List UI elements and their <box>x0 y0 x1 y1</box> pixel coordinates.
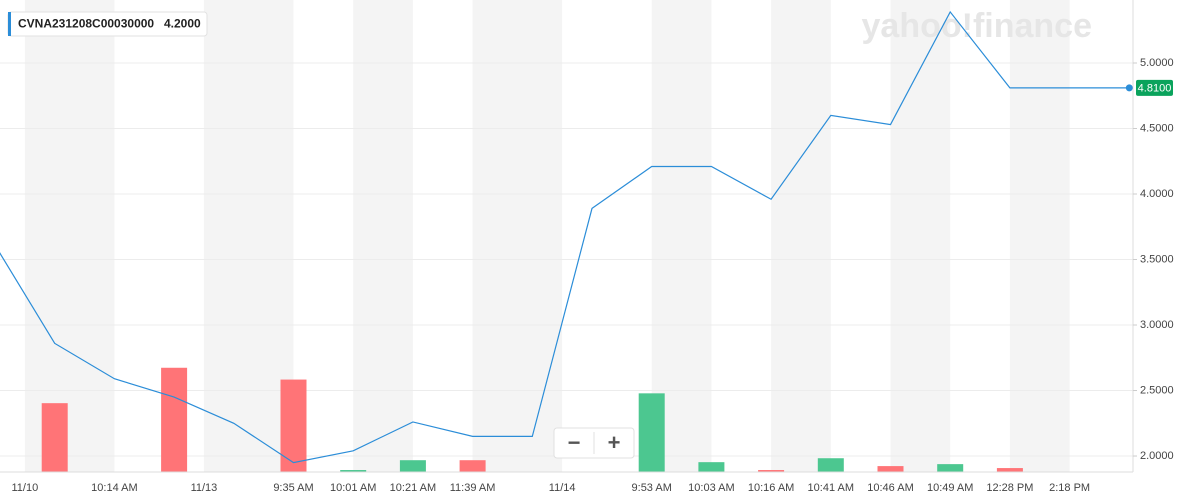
time-band <box>472 0 563 472</box>
volume-bar <box>280 379 307 472</box>
time-band <box>353 0 413 472</box>
zoom-controls: − + <box>553 427 635 459</box>
volume-bar <box>340 470 367 472</box>
time-band <box>203 0 294 472</box>
time-band <box>890 0 951 472</box>
x-tick-label: 12:28 PM <box>986 482 1033 494</box>
grid <box>0 62 1133 457</box>
y-tick-label: 5.0000 <box>1140 57 1174 69</box>
x-tick-label: 10:16 AM <box>748 482 794 494</box>
last-price-label: 4.8100 <box>1138 82 1172 94</box>
x-tick-label: 11/10 <box>11 482 38 494</box>
x-tick-label: 2:18 PM <box>1049 482 1090 494</box>
volume-bar <box>758 470 785 472</box>
volume-bar <box>638 393 665 472</box>
volume-bar <box>877 466 904 472</box>
volume-bar <box>937 464 964 472</box>
y-tick-label: 4.5000 <box>1140 122 1174 134</box>
volume-bar <box>161 367 188 472</box>
bands <box>24 0 1070 472</box>
marks <box>0 10 1130 472</box>
y-tick-label: 2.5000 <box>1140 384 1174 396</box>
volume-bar <box>41 403 68 472</box>
y-tick-label: 4.0000 <box>1140 188 1174 200</box>
x-tick-label: 11:39 AM <box>450 482 496 494</box>
legend-value: 4.2000 <box>164 17 201 31</box>
price-line <box>0 10 1130 464</box>
x-tick-label: 11/14 <box>549 482 576 494</box>
x-tick-label: 10:41 AM <box>808 482 854 494</box>
y-tick-label: 2.0000 <box>1140 450 1174 462</box>
legend-swatch <box>8 12 11 36</box>
x-tick-label: 10:03 AM <box>688 482 734 494</box>
time-band <box>24 0 115 472</box>
x-tick-label: 10:46 AM <box>867 482 913 494</box>
legend: CVNA231208C00030000 4.2000 <box>7 11 208 37</box>
x-tick-label: 10:49 AM <box>927 482 973 494</box>
volume-bar <box>698 462 725 472</box>
volume-bar <box>996 468 1023 472</box>
last-price-tag <box>1136 79 1173 96</box>
volume-bar <box>817 458 844 472</box>
volume-bar <box>399 460 426 472</box>
time-band <box>771 0 831 472</box>
x-tick-label: 10:21 AM <box>390 482 436 494</box>
zoom-out-button[interactable]: − <box>568 430 581 455</box>
x-tick-label: 10:01 AM <box>330 482 376 494</box>
x-tick-label: 11/13 <box>191 482 218 494</box>
x-tick-label: 10:14 AM <box>91 482 137 494</box>
x-tick-label: 9:53 AM <box>632 482 672 494</box>
zoom-in-button[interactable]: + <box>608 430 621 455</box>
time-band <box>1009 0 1070 472</box>
x-tick-label: 9:35 AM <box>273 482 313 494</box>
volume-bar <box>459 460 486 472</box>
last-price-dot <box>1125 84 1133 92</box>
y-tick-label: 3.0000 <box>1140 319 1174 331</box>
watermark: yahoo!finance <box>862 7 1092 45</box>
legend-label: CVNA231208C00030000 <box>18 17 154 31</box>
y-tick-label: 3.5000 <box>1140 253 1174 265</box>
